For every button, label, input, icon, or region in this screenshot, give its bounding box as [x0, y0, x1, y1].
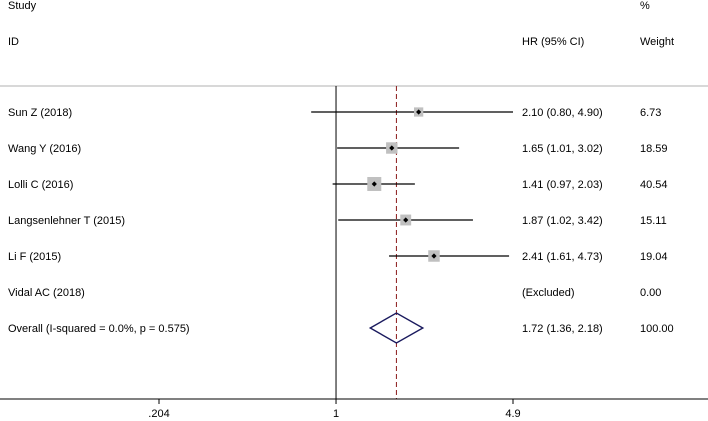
study-label: Lolli C (2016) [8, 179, 73, 191]
overall-row: Overall (I-squared = 0.0%, p = 0.575) 1.7… [8, 312, 674, 344]
header-id: ID [8, 36, 19, 48]
column-headers: Study ID HR (95% CI) % Weight [8, 0, 674, 48]
x-tick-label: 1 [333, 408, 339, 420]
study-label: Vidal AC (2018) [8, 287, 85, 299]
study-label: Wang Y (2016) [8, 143, 81, 155]
study-label: Sun Z (2018) [8, 107, 72, 119]
weight-label: 6.73 [640, 107, 661, 119]
study-row: Langsenlehner T (2015) 1.87 (1.02, 3.42) 1… [8, 214, 667, 227]
hr-ci-label: 1.65 (1.01, 3.02) [522, 143, 603, 155]
hr-ci-label: 1.87 (1.02, 3.42) [522, 215, 603, 227]
x-tick-label: 4.9 [505, 408, 520, 420]
weight-label: 15.11 [640, 215, 667, 227]
study-row: Lolli C (2016) 1.41 (0.97, 2.03) 40.54 [8, 177, 668, 191]
header-hr: HR (95% CI) [522, 36, 584, 48]
point-estimate [389, 145, 395, 151]
weight-label: 18.59 [640, 143, 668, 155]
overall-hr-ci-label: 1.72 (1.36, 2.18) [522, 323, 603, 335]
point-estimate [416, 109, 422, 115]
study-row: Sun Z (2018) 2.10 (0.80, 4.90) 6.73 [8, 107, 661, 119]
overall-label: Overall (I-squared = 0.0%, p = 0.575) [8, 323, 190, 335]
point-estimate [403, 217, 409, 223]
hr-ci-label: 1.41 (0.97, 2.03) [522, 179, 603, 191]
hr-ci-label: (Excluded) [522, 287, 575, 299]
study-label: Li F (2015) [8, 251, 61, 263]
overall-diamond [368, 312, 425, 344]
hr-ci-label: 2.10 (0.80, 4.90) [522, 107, 603, 119]
weight-label: 19.04 [640, 251, 668, 263]
study-row: Vidal AC (2018) (Excluded) 0.00 [8, 287, 661, 299]
study-row: Wang Y (2016) 1.65 (1.01, 3.02) 18.59 [8, 142, 668, 155]
point-estimate [431, 253, 437, 259]
weight-label: 0.00 [640, 287, 661, 299]
overall-weight-label: 100.00 [640, 323, 674, 335]
point-estimate [371, 181, 377, 187]
x-tick-label: .204 [148, 408, 169, 420]
study-label: Langsenlehner T (2015) [8, 215, 125, 227]
header-study: Study [8, 0, 37, 12]
header-weight: Weight [640, 36, 674, 48]
study-row: Li F (2015) 2.41 (1.61, 4.73) 19.04 [8, 250, 668, 263]
hr-ci-label: 2.41 (1.61, 4.73) [522, 251, 603, 263]
header-percent: % [640, 0, 650, 12]
weight-label: 40.54 [640, 179, 668, 191]
